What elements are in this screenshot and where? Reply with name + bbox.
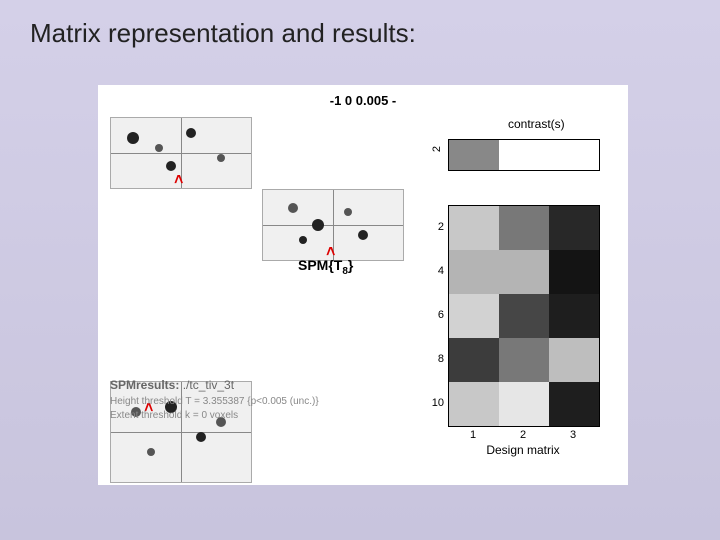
activation-blob bbox=[288, 203, 298, 213]
design-matrix-cell bbox=[549, 338, 599, 382]
contrasts-label: contrast(s) bbox=[508, 117, 565, 131]
design-matrix-cell bbox=[499, 382, 549, 426]
spm-results-text: SPMresults: ./tc_tiv_3t Height threshold… bbox=[110, 377, 319, 422]
contrast-bar-fill bbox=[449, 140, 499, 170]
activation-blob bbox=[344, 208, 352, 216]
activation-blob bbox=[155, 144, 163, 152]
height-threshold: Height threshold T = 3.355387 {p<0.005 (… bbox=[110, 395, 319, 409]
design-matrix-cell bbox=[449, 338, 499, 382]
crosshair-arrow-icon: < bbox=[321, 246, 339, 255]
design-matrix-cell bbox=[449, 206, 499, 250]
design-matrix-cell bbox=[499, 294, 549, 338]
design-matrix-xticks: 123 bbox=[448, 429, 598, 443]
design-matrix-cell bbox=[549, 382, 599, 426]
design-matrix-cell bbox=[549, 206, 599, 250]
activation-blob bbox=[147, 448, 155, 456]
extent-threshold: Extent threshold k = 0 voxels bbox=[110, 409, 319, 423]
contrast-bar bbox=[448, 139, 600, 171]
design-matrix-cell bbox=[499, 338, 549, 382]
activation-blob bbox=[312, 219, 324, 231]
mip-sagittal: < bbox=[110, 117, 252, 189]
activation-blob bbox=[196, 432, 206, 442]
design-matrix-cell bbox=[549, 294, 599, 338]
crosshair-arrow-icon: < bbox=[169, 174, 187, 183]
design-matrix-yticks: 246810 bbox=[432, 205, 446, 425]
design-matrix-cell bbox=[499, 250, 549, 294]
design-matrix-cell bbox=[499, 206, 549, 250]
design-matrix-cell bbox=[449, 294, 499, 338]
contrast-bar-ytick: 2 bbox=[431, 146, 443, 152]
spm-stat-label: SPM{T8} bbox=[298, 257, 353, 277]
design-matrix-cell bbox=[449, 382, 499, 426]
design-matrix-xlabel: Design matrix bbox=[448, 443, 598, 457]
design-matrix bbox=[448, 205, 600, 427]
mip-coronal: < bbox=[262, 189, 404, 261]
spm-results-panel: -1 0 0.005 - < < < SPM{T8} SPMresults: .… bbox=[98, 85, 628, 485]
activation-blob bbox=[127, 132, 139, 144]
activation-blob bbox=[299, 236, 307, 244]
activation-blob bbox=[186, 128, 196, 138]
design-matrix-cell bbox=[449, 250, 499, 294]
contrast-vector-title: -1 0 0.005 - bbox=[98, 93, 628, 108]
slide-title: Matrix representation and results: bbox=[30, 18, 416, 49]
activation-blob bbox=[358, 230, 368, 240]
design-matrix-cell bbox=[549, 250, 599, 294]
activation-blob bbox=[166, 161, 176, 171]
activation-blob bbox=[217, 154, 225, 162]
